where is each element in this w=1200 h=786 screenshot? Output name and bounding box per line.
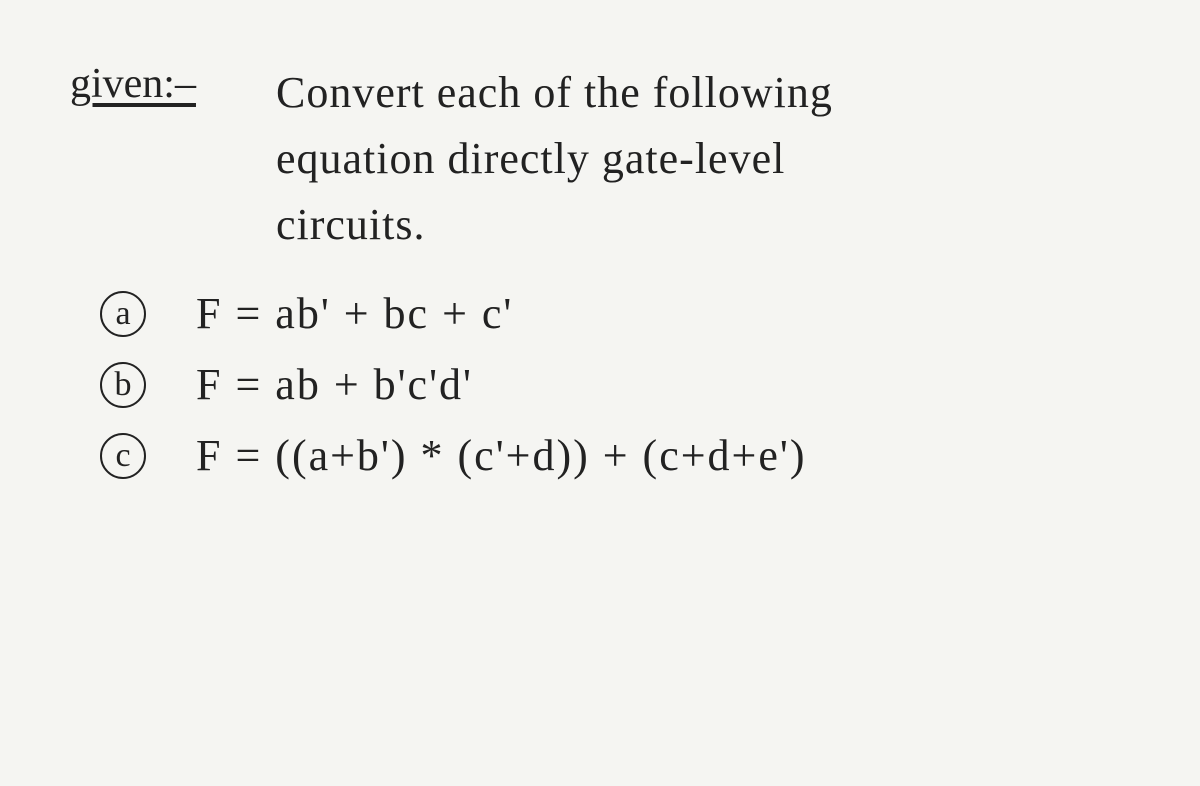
prompt-block: Convert each of the following equation d… <box>276 60 833 258</box>
equation-label-b: b <box>100 362 146 408</box>
equation-text: F = ab' + bc + c' <box>196 288 513 339</box>
equation-row: c F = ((a+b') * (c'+d)) + (c+d+e') <box>100 430 1130 481</box>
prompt-line-3: circuits. <box>276 192 833 258</box>
given-label: given:– <box>70 60 196 108</box>
equation-label-c: c <box>100 433 146 479</box>
equation-list: a F = ab' + bc + c' b F = ab + b'c'd' c … <box>100 288 1130 481</box>
prompt-line-1: Convert each of the following <box>276 60 833 126</box>
equation-text: F = ab + b'c'd' <box>196 359 473 410</box>
header-row: given:– Convert each of the following eq… <box>70 60 1130 258</box>
equation-row: a F = ab' + bc + c' <box>100 288 1130 339</box>
equation-text: F = ((a+b') * (c'+d)) + (c+d+e') <box>196 430 806 481</box>
equation-label-a: a <box>100 291 146 337</box>
prompt-line-2: equation directly gate-level <box>276 126 833 192</box>
equation-row: b F = ab + b'c'd' <box>100 359 1130 410</box>
